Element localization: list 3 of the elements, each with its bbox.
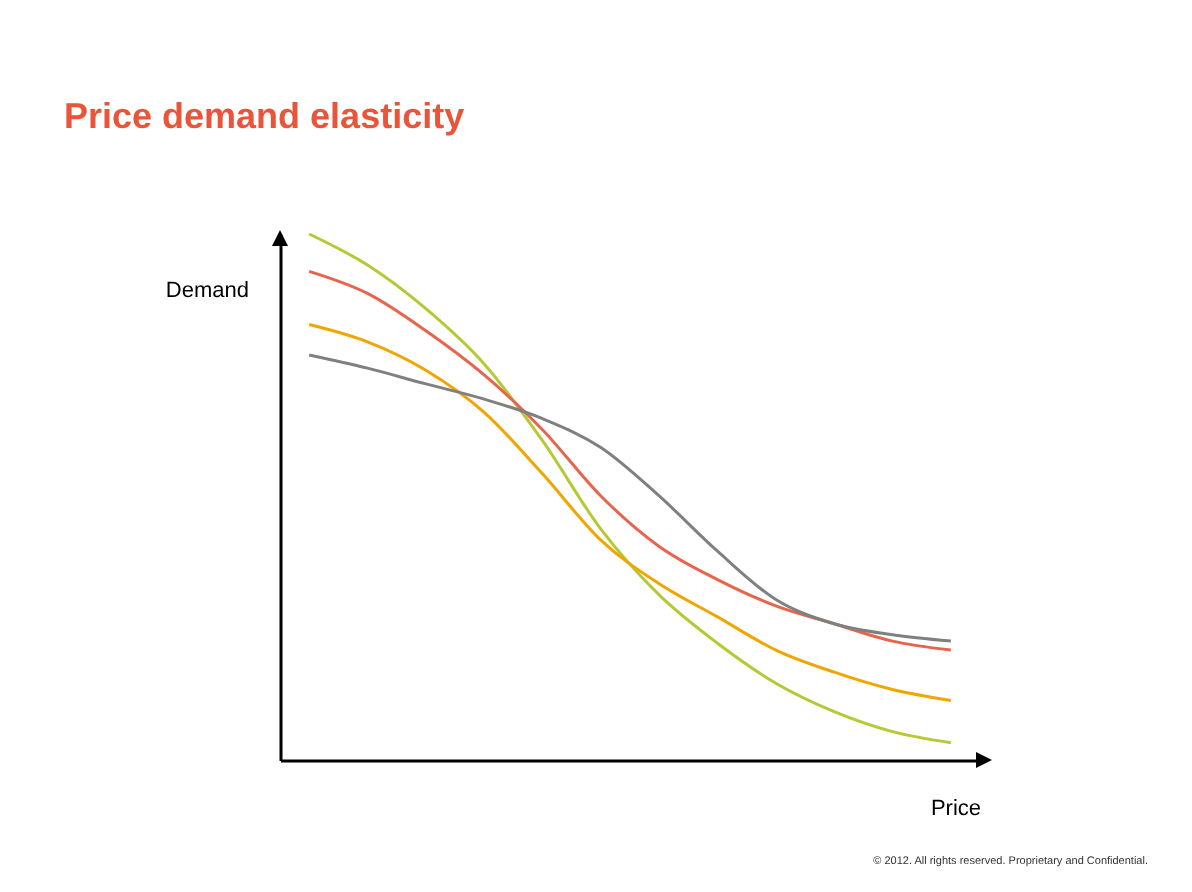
x-axis-title: Price: [930, 797, 981, 821]
chart-title: Price demand elasticity: [64, 96, 465, 138]
y-axis-title: Demand: [165, 279, 249, 303]
